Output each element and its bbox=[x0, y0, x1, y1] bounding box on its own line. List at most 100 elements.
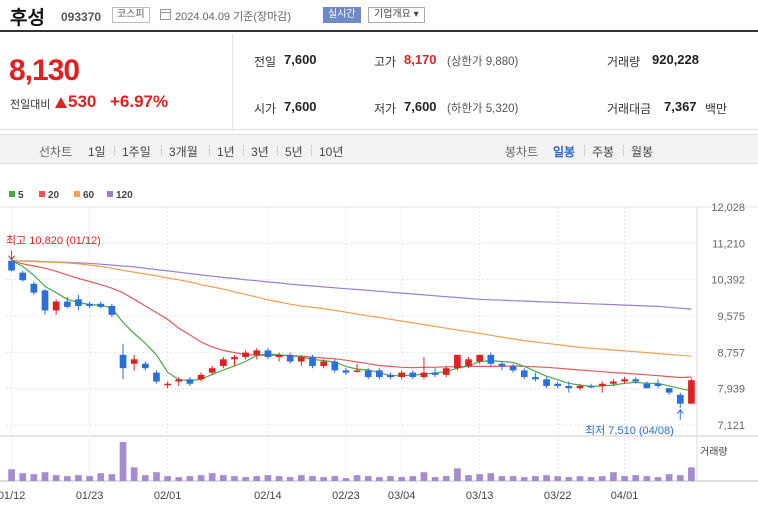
candle-body bbox=[242, 352, 249, 358]
candle-body bbox=[320, 361, 327, 366]
stock-chart[interactable]: 12,028 11,210 10,392 9,575 8,757 7,939 7,121 01… bbox=[0, 164, 758, 507]
divider bbox=[161, 145, 162, 156]
candle-weekly[interactable]: 주봉 bbox=[592, 145, 615, 159]
candle-monthly[interactable]: 월봉 bbox=[631, 145, 654, 159]
volume-bar bbox=[420, 472, 428, 481]
y-tick-label: 11,210 bbox=[712, 238, 745, 250]
ma20-line bbox=[11, 260, 692, 379]
legend-label: 5 bbox=[18, 190, 24, 201]
up-arrow-icon bbox=[55, 97, 67, 108]
x-tick-label: 01/12 bbox=[0, 490, 25, 502]
volume-bar bbox=[130, 467, 138, 481]
volume-bar bbox=[52, 475, 60, 481]
candle-body bbox=[97, 303, 105, 307]
legend-ma20: 20 bbox=[39, 190, 59, 201]
candle-body bbox=[632, 379, 640, 382]
candle-chart-label: 봉차트 bbox=[505, 145, 539, 159]
volume-bar bbox=[8, 469, 15, 481]
candle-body bbox=[75, 299, 82, 306]
x-tick-label: 04/01 bbox=[611, 490, 639, 502]
candle-body bbox=[30, 283, 38, 293]
volume-bar bbox=[554, 476, 562, 481]
volume-bar bbox=[30, 474, 38, 481]
period-10y[interactable]: 10년 bbox=[319, 145, 344, 159]
volume-bar bbox=[253, 476, 261, 481]
period-1y[interactable]: 1년 bbox=[217, 145, 235, 159]
candle-body bbox=[41, 290, 49, 311]
legend-ma120: 120 bbox=[107, 190, 133, 201]
volume-bar bbox=[264, 475, 272, 481]
period-1d[interactable]: 1일 bbox=[88, 145, 106, 159]
lower-limit: (하한가 5,320) bbox=[447, 103, 519, 115]
candle-body bbox=[86, 303, 93, 306]
volume-bar bbox=[621, 476, 628, 481]
volume-bar bbox=[387, 476, 394, 481]
legend-swatch bbox=[107, 191, 113, 197]
ma5-line bbox=[11, 260, 692, 392]
candle-body bbox=[520, 370, 528, 378]
ma120-line bbox=[11, 260, 692, 310]
low-label: 저가 bbox=[374, 102, 397, 116]
candle-body bbox=[420, 372, 428, 378]
calendar-icon bbox=[160, 9, 171, 20]
volume-bar bbox=[219, 475, 227, 481]
x-tick-label: 02/23 bbox=[332, 490, 360, 502]
volume-bar bbox=[320, 477, 327, 481]
legend-label: 60 bbox=[83, 190, 95, 201]
y-tick-label: 9,575 bbox=[717, 311, 745, 323]
candle-body bbox=[465, 359, 472, 366]
current-price: 8,130 bbox=[9, 54, 80, 87]
volume-axis-label: 거래량 bbox=[700, 447, 728, 458]
volume-bar bbox=[476, 474, 484, 481]
x-tick-label: 03/13 bbox=[466, 490, 494, 502]
change-value: 530 bbox=[68, 92, 97, 111]
candle-body bbox=[431, 372, 439, 375]
prev-close-label: 전일 bbox=[254, 55, 277, 69]
open-label: 시가 bbox=[254, 102, 277, 116]
volume-bar bbox=[197, 475, 205, 481]
company-overview-dropdown[interactable]: 기업개요 ▾ bbox=[368, 7, 425, 23]
candle-body bbox=[8, 260, 15, 271]
legend-swatch bbox=[39, 191, 45, 197]
candle-body bbox=[175, 379, 183, 382]
volume-value: 920,228 bbox=[652, 52, 699, 67]
amount-value: 7,367 bbox=[664, 99, 697, 114]
x-tick-label: 03/04 bbox=[388, 490, 416, 502]
candle-body bbox=[587, 385, 595, 388]
amount-unit: 백만 bbox=[705, 102, 728, 116]
y-tick-label: 7,939 bbox=[717, 384, 745, 396]
period-3m[interactable]: 3개월 bbox=[169, 145, 198, 159]
volume-bar bbox=[231, 476, 238, 481]
candle-body bbox=[610, 381, 617, 384]
candle-body bbox=[331, 361, 339, 371]
divider bbox=[243, 145, 244, 156]
y-tick-label: 12,028 bbox=[711, 202, 745, 214]
chart-toolbar: 선차트 1일 1주일 3개월 1년 3년 5년 10년 봉차트 일봉 주봉 월봉 bbox=[0, 134, 758, 164]
volume-bar bbox=[86, 476, 93, 481]
divider bbox=[277, 145, 278, 156]
period-5y[interactable]: 5년 bbox=[285, 145, 303, 159]
stock-code: 093370 bbox=[61, 10, 102, 24]
period-1w[interactable]: 1주일 bbox=[122, 145, 151, 159]
volume-bar bbox=[353, 475, 361, 481]
candle-body bbox=[554, 383, 562, 386]
candle-body bbox=[398, 372, 405, 378]
change-percent: +6.97% bbox=[110, 92, 169, 111]
y-tick-label: 10,392 bbox=[711, 275, 745, 287]
divider bbox=[623, 145, 624, 156]
candle-body bbox=[153, 372, 160, 382]
volume-bar bbox=[632, 475, 640, 481]
prev-close-value: 7,600 bbox=[284, 52, 317, 67]
divider bbox=[114, 145, 115, 156]
price-summary: 8,130 전일대비 530 +6.97% 전일 7,600 시가 7,600 … bbox=[0, 34, 758, 130]
period-3y[interactable]: 3년 bbox=[251, 145, 269, 159]
volume-bar bbox=[286, 477, 294, 481]
legend-swatch bbox=[74, 191, 80, 197]
volume-bar bbox=[331, 476, 339, 481]
volume-bar bbox=[108, 474, 116, 481]
realtime-button[interactable]: 실시간 bbox=[323, 7, 361, 23]
candle-body bbox=[676, 394, 684, 404]
candle-daily[interactable]: 일봉 bbox=[553, 145, 576, 159]
volume-bar bbox=[487, 473, 495, 481]
legend-label: 20 bbox=[48, 190, 60, 201]
